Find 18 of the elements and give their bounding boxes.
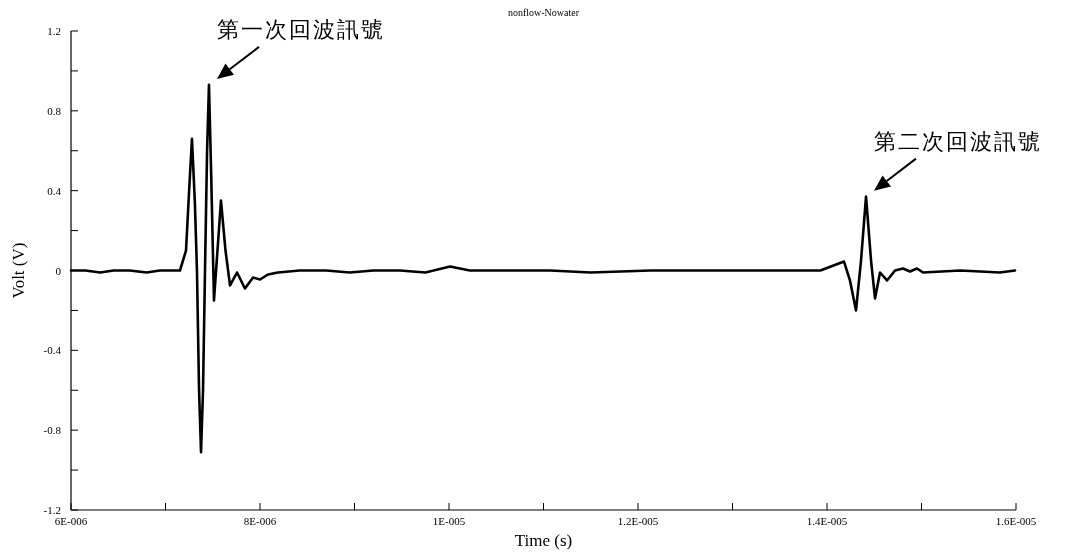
y-tick-label: -0.4 [43,344,62,357]
y-tick-label: -0.8 [43,424,62,437]
x-tick-label: 8E-006 [243,515,277,527]
x-tick-label: 1.4E-005 [806,515,848,527]
y-axis-title: Volt (V) [9,242,28,299]
annotation: 第一次回波訊號 [216,16,385,42]
chart-title: nonflow-Nowater [507,7,580,18]
y-tick-label: 0 [55,264,62,277]
x-tick-label: 1E-005 [432,515,466,527]
x-tick-label: 1.2E-005 [617,515,659,527]
x-tick-label: 6E-006 [54,515,88,527]
annotation: 第二次回波訊號 [874,128,1043,154]
x-axis-title: Time (s) [514,531,573,550]
y-tick-label: 0.4 [47,184,62,197]
y-tick-label: 1.2 [47,25,61,37]
y-tick-label: -1.2 [43,504,61,516]
x-tick-label: 1.6E-005 [995,515,1037,527]
y-tick-label: 0.8 [47,104,62,117]
